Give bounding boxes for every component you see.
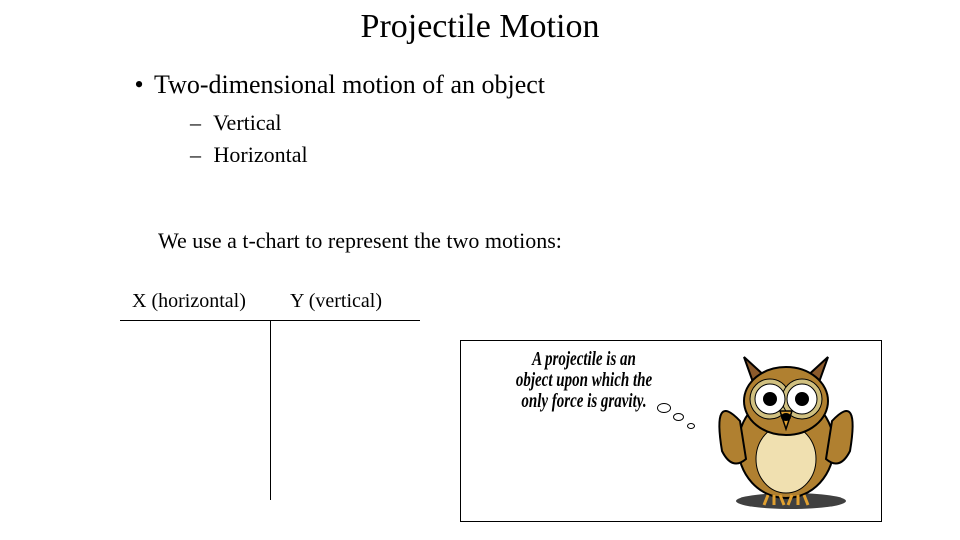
bullet-dash-icon: – — [190, 110, 208, 136]
body-text: We use a t-chart to represent the two mo… — [158, 228, 562, 254]
bullet-dot-icon: • — [130, 70, 148, 100]
t-chart-vertical-line — [270, 320, 271, 500]
bullet-level2: – Vertical — [190, 110, 282, 136]
bullet-level1-text: Two-dimensional motion of an object — [154, 70, 545, 99]
owl-icon — [706, 351, 866, 511]
callout-text: A projectile is an object upon which the… — [513, 349, 656, 412]
bullet-level2-text: Vertical — [213, 110, 281, 135]
slide: Projectile Motion • Two-dimensional moti… — [0, 0, 960, 540]
bullet-level1: • Two-dimensional motion of an object — [130, 70, 545, 100]
bullet-level2: – Horizontal — [190, 142, 308, 168]
bullet-level2-text: Horizontal — [214, 142, 308, 167]
bullet-dash-icon: – — [190, 142, 208, 168]
t-chart-left-header: X (horizontal) — [132, 290, 246, 313]
t-chart: X (horizontal) Y (vertical) — [120, 290, 420, 500]
callout-box: A projectile is an object upon which the… — [460, 340, 882, 522]
t-chart-right-header: Y (vertical) — [290, 290, 382, 313]
slide-title: Projectile Motion — [0, 8, 960, 46]
